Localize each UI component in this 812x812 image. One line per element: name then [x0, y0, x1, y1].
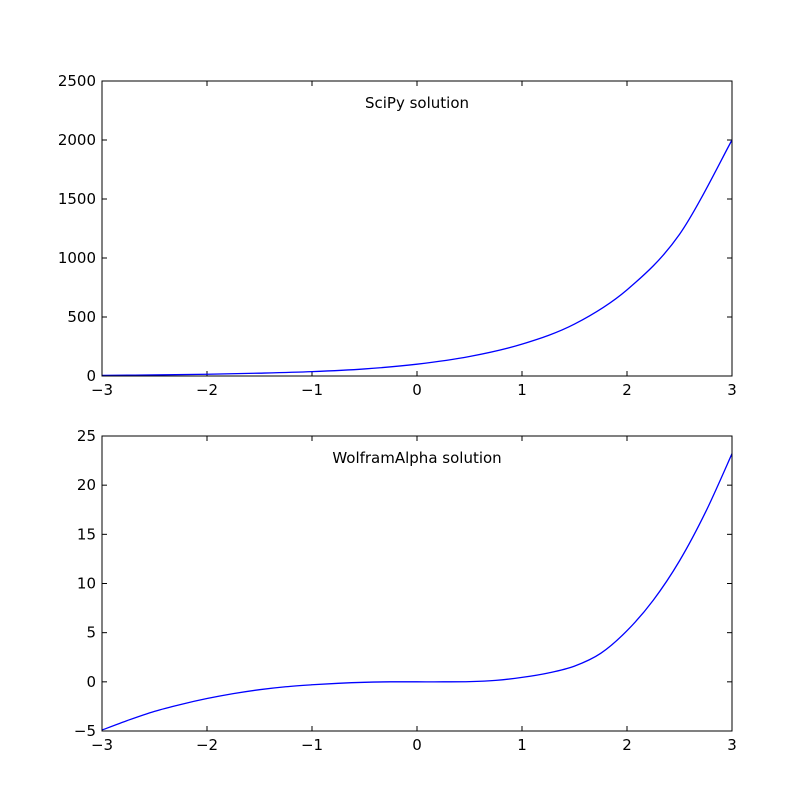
series-line	[101, 453, 733, 731]
chart-scipy: SciPy solution −3 −2 −1 0 1 2 3 0 500 1000 1500 200…	[58, 72, 737, 399]
x-tick-label: −1	[301, 736, 323, 754]
axes-frame	[101, 80, 733, 377]
y-tick-label: 2000	[58, 131, 96, 149]
y-tick-label: 15	[77, 525, 96, 543]
x-tick-label: 2	[622, 736, 632, 754]
x-tick-label: −3	[91, 736, 113, 754]
y-tick-label: 2500	[58, 72, 96, 90]
x-tick-label: 0	[412, 736, 422, 754]
chart-title: SciPy solution	[365, 94, 469, 112]
x-tick-label: 2	[622, 381, 632, 399]
x-tick-label: 1	[517, 381, 527, 399]
chart-title: WolframAlpha solution	[332, 449, 501, 467]
axes-frame	[101, 435, 733, 732]
chart-wolframalpha: WolframAlpha solution −3 −2 −1 0 1 2 3 −5 0 5 10 15…	[74, 427, 737, 754]
x-tick-label: −2	[196, 736, 218, 754]
x-tick-label: 3	[727, 381, 737, 399]
y-tick-label: 0	[86, 367, 96, 385]
series-line	[101, 139, 733, 377]
x-tick-label: −3	[91, 381, 113, 399]
y-tick-label: 20	[77, 476, 96, 494]
y-tick-label: 10	[77, 575, 96, 593]
y-tick-label: 25	[77, 427, 96, 445]
y-tick-label: −5	[74, 722, 96, 740]
y-tick-label: 1000	[58, 249, 96, 267]
x-tick-label: 3	[727, 736, 737, 754]
y-tick-label: 5	[86, 624, 96, 642]
y-tick-label: 500	[67, 308, 96, 326]
x-tick-label: −2	[196, 381, 218, 399]
x-tick-label: −1	[301, 381, 323, 399]
x-tick-label: 0	[412, 381, 422, 399]
y-tick-label: 1500	[58, 190, 96, 208]
tick-group: −3 −2 −1 0 1 2 3 −5 0 5 10 15 20 25	[74, 427, 737, 754]
x-tick-label: 1	[517, 736, 527, 754]
y-tick-label: 0	[86, 673, 96, 691]
